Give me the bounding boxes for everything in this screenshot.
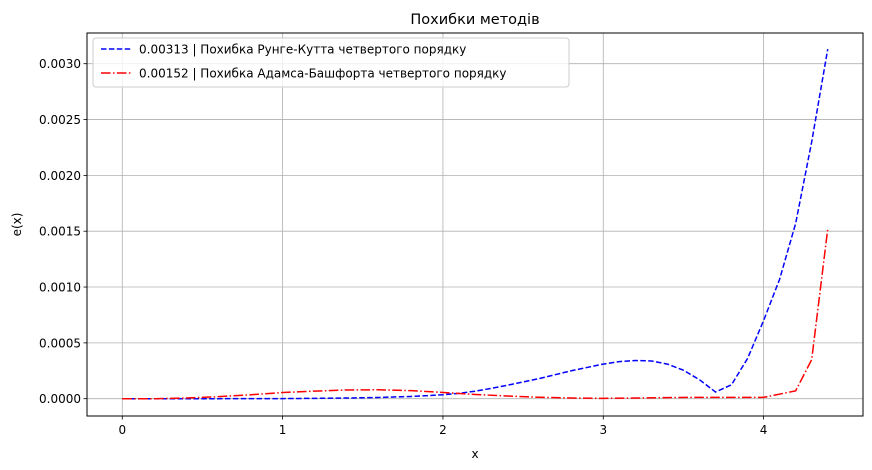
x-axis-label: x xyxy=(471,447,478,461)
legend-box xyxy=(92,37,570,88)
y-tick-label: 0.0015 xyxy=(39,225,81,239)
series-line-0 xyxy=(122,49,829,400)
x-axis-ticks: 0 1 2 3 4 xyxy=(118,416,767,437)
x-tick-label: 0 xyxy=(118,423,126,437)
y-tick-label: 0.0005 xyxy=(39,336,81,350)
y-tick-label: 0.0010 xyxy=(39,281,81,295)
y-tick-label: 0.0025 xyxy=(39,113,81,127)
y-tick-label: 0.0000 xyxy=(39,392,81,406)
legend: 0.00313 | Похибка Рунге-Кутта четвертого… xyxy=(92,37,570,88)
x-tick-label: 1 xyxy=(279,423,287,437)
x-tick-label: 3 xyxy=(599,423,607,437)
y-axis-label: e(x) xyxy=(10,213,24,237)
series-line-1 xyxy=(122,228,829,400)
legend-label-adams-bashforth: 0.00152 | Похибка Адамса-Башфорта четвер… xyxy=(139,67,507,81)
legend-label-runge-kutta: 0.00313 | Похибка Рунге-Кутта четвертого… xyxy=(139,43,466,57)
x-tick-label: 2 xyxy=(439,423,447,437)
grid xyxy=(87,33,863,416)
x-tick-label: 4 xyxy=(760,423,768,437)
chart-title: Похибки методів xyxy=(410,12,539,28)
y-axis-ticks: 0.0000 0.0005 0.0010 0.0015 0.0020 0.0025 0.00… xyxy=(39,57,87,406)
y-tick-label: 0.0020 xyxy=(39,169,81,183)
series-lines xyxy=(122,49,829,400)
y-tick-label: 0.0030 xyxy=(39,57,81,71)
plot-frame xyxy=(86,32,864,417)
